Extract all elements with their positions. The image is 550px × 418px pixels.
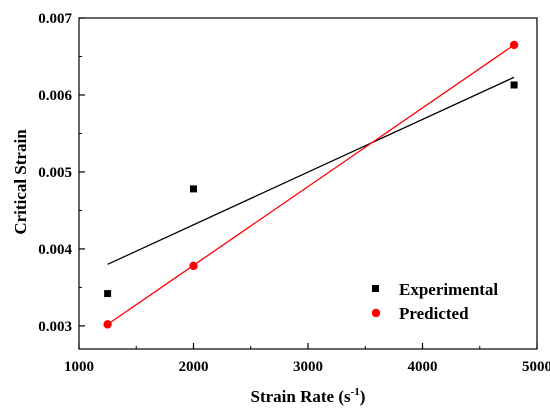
point-experimental (510, 81, 518, 89)
data-points (103, 40, 519, 329)
x-axis-title-close: ) (360, 387, 366, 406)
x-tick-label: 1000 (64, 359, 94, 375)
x-tick-label: 2000 (179, 359, 209, 375)
fit-line-experimental (107, 76, 515, 265)
y-axis-title: Critical Strain (11, 129, 30, 235)
y-tick-label: 0.003 (38, 319, 72, 335)
axis-ticks: 1000 2000 3000 4000 5000 0.003 0.004 0.005 0.006… (38, 11, 550, 375)
legend-marker-predicted (371, 308, 381, 318)
y-tick-label: 0.004 (38, 242, 72, 258)
x-tick-label: 5000 (522, 359, 550, 375)
y-tick-label: 0.006 (38, 88, 72, 104)
x-axis-title-superscript: -1 (351, 386, 360, 398)
point-predicted (509, 40, 519, 50)
x-axis-title: Strain Rate (s-1) (251, 386, 366, 406)
legend: Experimental Predicted (371, 280, 498, 323)
fit-lines (107, 44, 515, 325)
point-predicted (189, 261, 198, 271)
point-experimental (190, 185, 197, 193)
x-tick-label: 4000 (408, 359, 438, 375)
legend-label-experimental: Experimental (399, 280, 498, 299)
x-tick-label: 3000 (293, 359, 323, 375)
y-tick-label: 0.005 (38, 165, 72, 181)
plot-frame (78, 17, 538, 350)
fit-line-predicted (107, 44, 515, 325)
legend-marker-experimental (372, 285, 379, 292)
legend-label-predicted: Predicted (399, 304, 469, 323)
point-experimental (104, 290, 112, 298)
y-tick-label: 0.007 (38, 11, 72, 27)
x-axis-title-main: Strain Rate (s (251, 387, 351, 406)
point-predicted (103, 320, 112, 329)
